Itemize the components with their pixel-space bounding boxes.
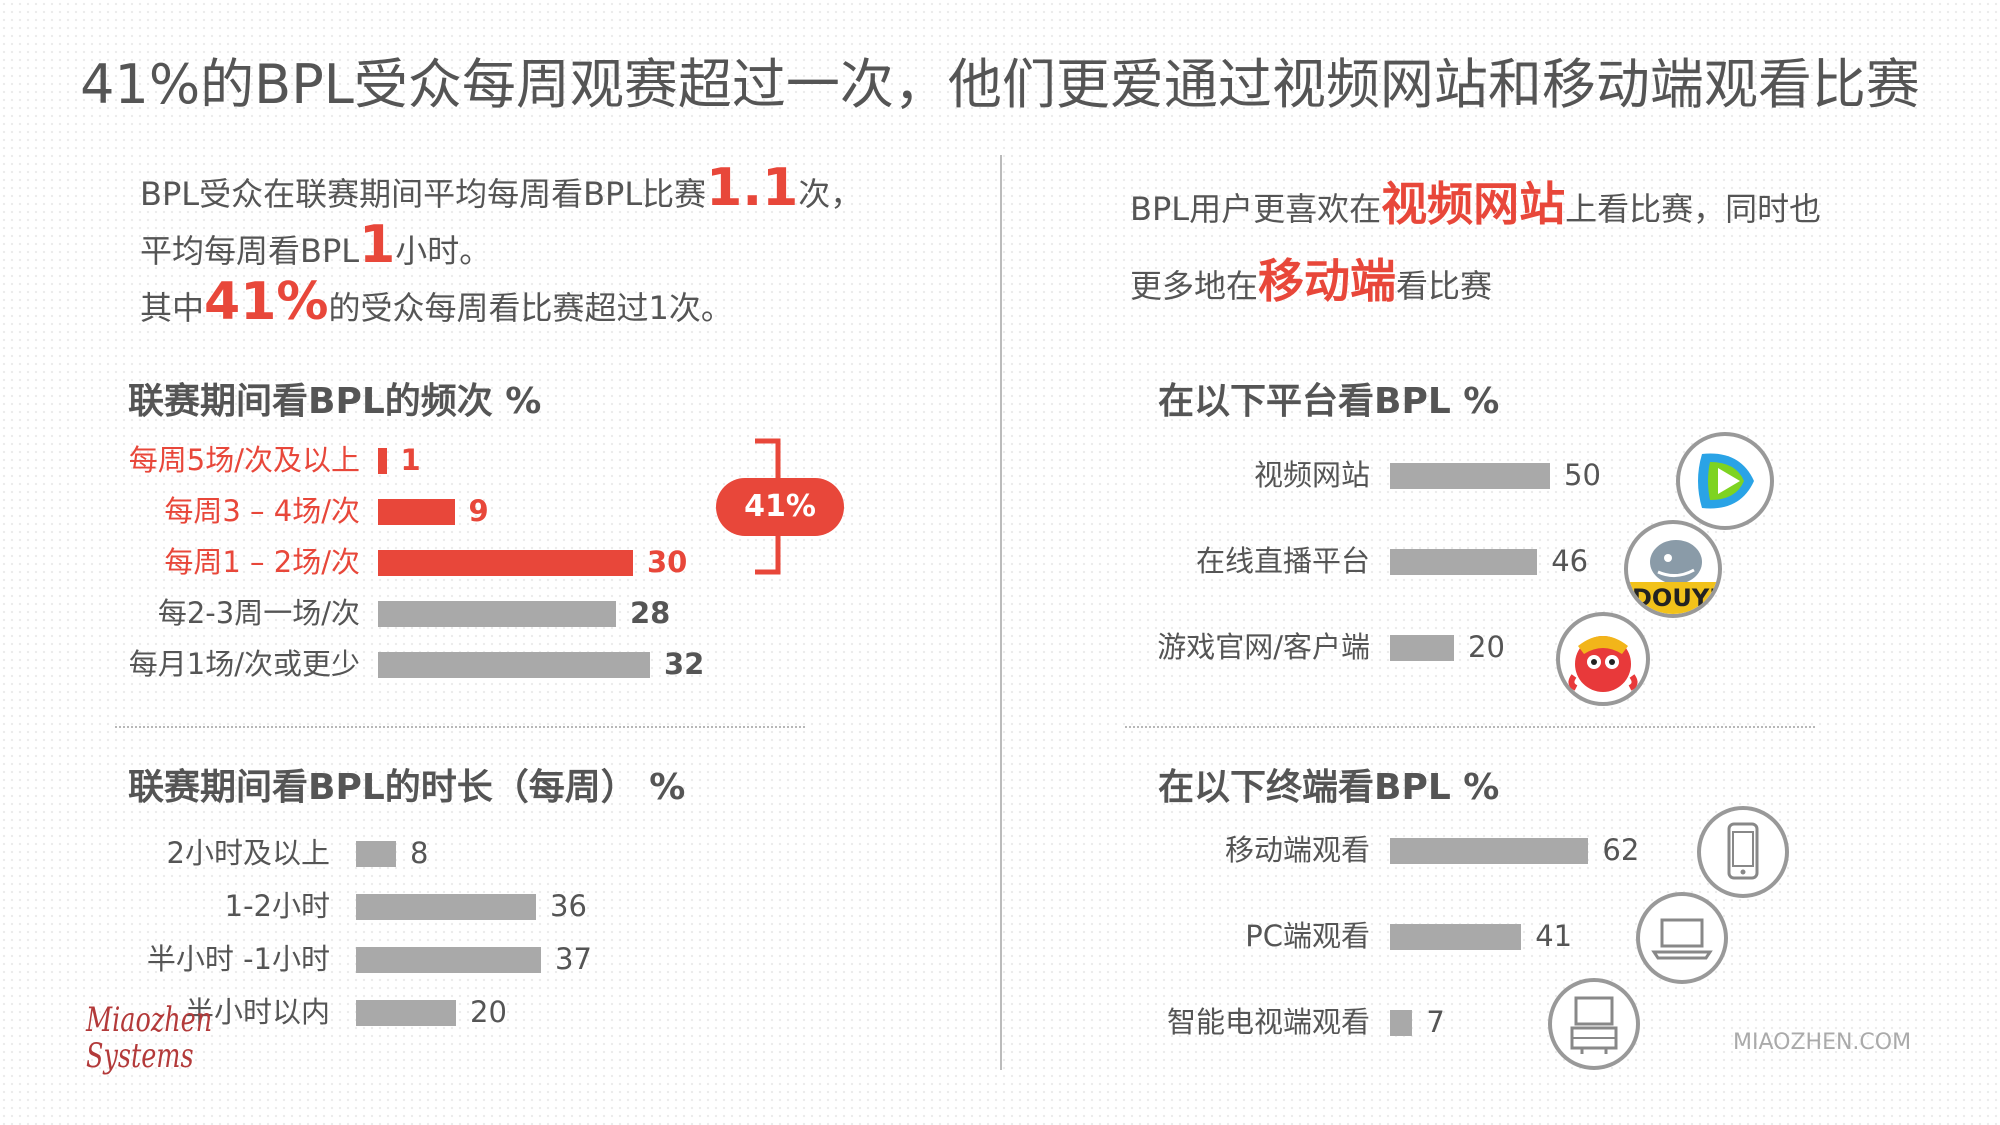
bar [356, 947, 541, 973]
bar [1390, 1010, 1413, 1036]
left-section-divider [115, 726, 805, 728]
bar-row: PC端观看 41 [0, 916, 2000, 956]
bar-row: 在线直播平台 46 [0, 541, 2000, 581]
left-intro-line1: BPL受众在联赛期间平均每周看BPL比赛1.1次， [140, 158, 862, 218]
value-label: 9 [468, 494, 489, 528]
page-title: 41%的BPL受众每周观赛超过一次，他们更爱通过视频网站和移动端观看比赛 [80, 53, 1920, 116]
category-label: 移动端观看 [1224, 833, 1370, 867]
chart-title-platform: 在以下平台看BPL % [1158, 381, 1500, 422]
bar [1390, 838, 1589, 864]
bar-row: 每月1场/次或更少 32 [0, 644, 2000, 684]
percent-highlight: 41% [204, 272, 329, 332]
category-label: 每周5场/次及以上 [128, 443, 360, 477]
intro-text: 看比赛 [1396, 267, 1493, 305]
value-label: 62 [1602, 833, 1640, 867]
category-label: 智能电视端观看 [1166, 1005, 1370, 1039]
center-divider [1000, 155, 1002, 1070]
douyu-icon: DOUYU [1624, 520, 1722, 618]
footer-site: MIAOZHEN.COM [1733, 1030, 1912, 1055]
value-label: 20 [470, 995, 507, 1029]
bar-row: 每周5场/次及以上 1 [0, 440, 2000, 480]
bar [356, 1000, 456, 1026]
category-label: 每2-3周一场/次 [157, 596, 360, 630]
bar [378, 499, 455, 525]
value-label: 20 [1468, 630, 1505, 664]
value-label: 41 [1535, 919, 1573, 953]
category-label: 半小时 -1小时 [146, 942, 330, 976]
intro-text: 更多地在 [1130, 267, 1259, 305]
bar-row: 半小时以内 20 [0, 992, 2000, 1032]
right-intro-line2: 更多地在移动端看比赛 [1130, 245, 1492, 311]
bar-row: 2小时及以上 8 [0, 833, 2000, 873]
right-section-divider [1125, 726, 1815, 728]
category-label: 每周3 – 4场/次 [164, 494, 360, 528]
video-site-highlight: 视频网站 [1381, 177, 1566, 231]
miaozhen-logo: Miaozhen Systems [86, 1002, 212, 1074]
bar [378, 601, 616, 627]
right-intro-line1: BPL用户更喜欢在视频网站上看比赛，同时也 [1130, 168, 1821, 234]
bar [1390, 549, 1538, 575]
value-label: 8 [410, 836, 429, 870]
bar-row: 视频网站 50 [0, 455, 2000, 495]
percent-badge: 41% [716, 478, 844, 536]
smartphone-icon [1697, 806, 1789, 898]
category-label: 视频网站 [1253, 458, 1370, 492]
bar [378, 652, 650, 678]
bar [378, 550, 633, 576]
intro-text: BPL用户更喜欢在 [1130, 190, 1382, 228]
bar-row: 1-2小时 36 [0, 886, 2000, 926]
logo-line2: Systems [86, 1036, 194, 1076]
bar-row: 智能电视端观看 7 [0, 1002, 2000, 1042]
value-label: 36 [550, 889, 587, 923]
value-label: 37 [555, 942, 592, 976]
value-label: 30 [647, 545, 688, 579]
left-intro-line2: 平均每周看BPL1小时。 [140, 215, 491, 275]
value-label: 46 [1551, 544, 1589, 578]
bar-row: 每2-3周一场/次 28 [0, 593, 2000, 633]
mobile-highlight: 移动端 [1258, 254, 1397, 308]
chart-title-frequency: 联赛期间看BPL的频次 % [128, 381, 542, 422]
value-label: 50 [1564, 458, 1601, 492]
left-intro-line3: 其中41%的受众每周看比赛超过1次。 [140, 272, 733, 332]
intro-text: 的受众每周看比赛超过1次。 [328, 289, 733, 327]
bar [1390, 635, 1454, 661]
chart-title-duration: 联赛期间看BPL的时长（每周） % [128, 767, 686, 808]
bar-row: 半小时 -1小时 37 [0, 939, 2000, 979]
category-label: 在线直播平台 [1195, 544, 1370, 578]
value-label: 28 [630, 596, 671, 630]
tv-icon [1548, 978, 1640, 1070]
chart-title-device: 在以下终端看BPL % [1158, 767, 1500, 808]
bar [1390, 924, 1522, 950]
intro-text: 小时。 [395, 232, 492, 270]
game-mascot-icon [1556, 612, 1650, 706]
category-label: 1-2小时 [224, 889, 330, 923]
bar [356, 894, 536, 920]
logo-line1: Miaozhen [86, 1000, 213, 1040]
category-label: 2小时及以上 [166, 836, 330, 870]
value-label: 32 [664, 647, 705, 681]
tencent-video-icon [1676, 432, 1774, 530]
intro-text: BPL受众在联赛期间平均每周看BPL比赛 [140, 175, 707, 213]
category-label: PC端观看 [1245, 919, 1370, 953]
category-label: 游戏官网/客户端 [1157, 630, 1370, 664]
category-label: 半小时以内 [184, 995, 330, 1029]
value-label: 1 [400, 443, 421, 477]
bar [356, 841, 396, 867]
laptop-icon [1636, 892, 1728, 984]
category-label: 每周1 – 2场/次 [164, 545, 360, 579]
bar [378, 448, 387, 474]
intro-text: 平均每周看BPL [140, 232, 360, 270]
bar-row: 每周3 – 4场/次 9 [0, 491, 2000, 531]
bar-row: 游戏官网/客户端 20 [0, 627, 2000, 667]
value-label: 7 [1426, 1005, 1445, 1039]
avg-hours-highlight: 1 [359, 215, 396, 275]
bar-row: 移动端观看 62 [0, 830, 2000, 870]
bar [1390, 463, 1550, 489]
avg-games-highlight: 1.1 [706, 158, 799, 218]
category-label: 每月1场/次或更少 [128, 647, 360, 681]
intro-text: 次， [798, 175, 863, 213]
bar-row: 每周1 – 2场/次 30 [0, 542, 2000, 582]
intro-text: 其中 [140, 289, 205, 327]
intro-text: 上看比赛，同时也 [1565, 190, 1822, 228]
